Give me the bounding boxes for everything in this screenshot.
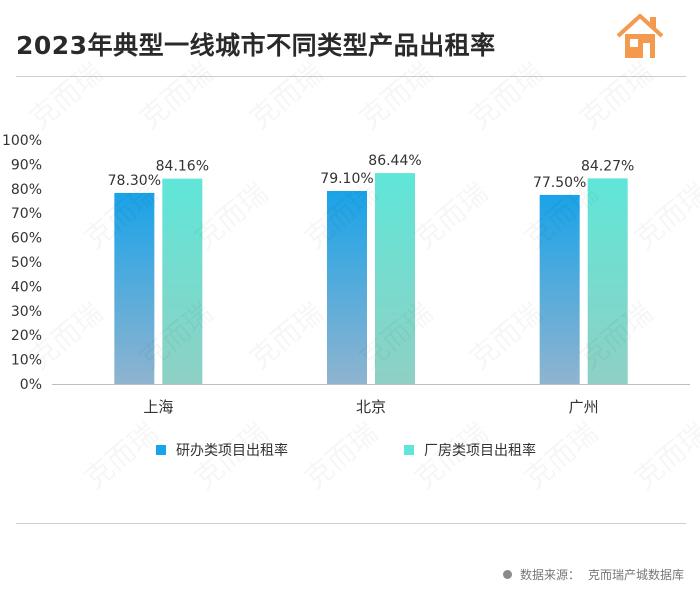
y-tick-label: 90% [11, 157, 42, 173]
legend-item-series-2: 厂房类项目出租率 [404, 440, 536, 460]
top-divider [16, 76, 686, 77]
y-tick-label: 40% [11, 279, 42, 295]
bar-chart: 0% 10% 20% 30% 40% 50% 60% 70% 80% 90% 100% 上海 78.30… [2, 133, 690, 416]
page-title: 2023年典型一线城市不同类型产品出租率 [16, 31, 496, 60]
bar [162, 178, 203, 384]
y-tick-label: 100% [2, 133, 42, 149]
bar [539, 194, 580, 384]
y-tick-label: 60% [11, 231, 42, 247]
data-label: 84.16% [156, 159, 209, 175]
data-label: 78.30% [108, 173, 161, 189]
bottom-divider [16, 523, 686, 524]
data-label: 79.10% [320, 171, 373, 187]
x-tick-label: 上海 [143, 398, 173, 416]
y-tick-label: 20% [11, 328, 42, 344]
legend-swatch-series-1 [156, 445, 166, 455]
y-tick-label: 30% [11, 304, 42, 320]
legend: 研办类项目出租率 厂房类项目出租率 [0, 440, 700, 464]
bar [587, 178, 628, 384]
legend-label-series-1: 研办类项目出租率 [176, 443, 288, 459]
data-label: 86.44% [368, 153, 421, 169]
bar [114, 192, 155, 384]
source-label: 数据来源： [519, 568, 580, 582]
bar [327, 190, 367, 384]
source-text: 克而瑞产城数据库 [587, 568, 684, 582]
y-tick-label: 70% [11, 206, 42, 222]
data-label: 84.27% [581, 158, 634, 174]
y-tick-label: 0% [20, 377, 42, 393]
y-tick-label: 80% [11, 182, 42, 198]
y-tick-label: 50% [11, 255, 42, 271]
x-tick-label: 北京 [356, 398, 386, 416]
data-label: 77.50% [533, 175, 586, 191]
data-source: 数据来源： 克而瑞产城数据库 [502, 566, 684, 583]
legend-item-series-1: 研办类项目出租率 [156, 440, 288, 460]
bullet-dot-icon [502, 570, 512, 579]
x-tick-label: 广州 [569, 398, 599, 416]
legend-swatch-series-2 [404, 445, 414, 455]
bar [375, 173, 415, 384]
house-icon [616, 14, 664, 58]
legend-label-series-2: 厂房类项目出租率 [424, 443, 536, 459]
header: 2023年典型一线城市不同类型产品出租率 [0, 0, 700, 90]
y-tick-label: 10% [11, 353, 42, 369]
